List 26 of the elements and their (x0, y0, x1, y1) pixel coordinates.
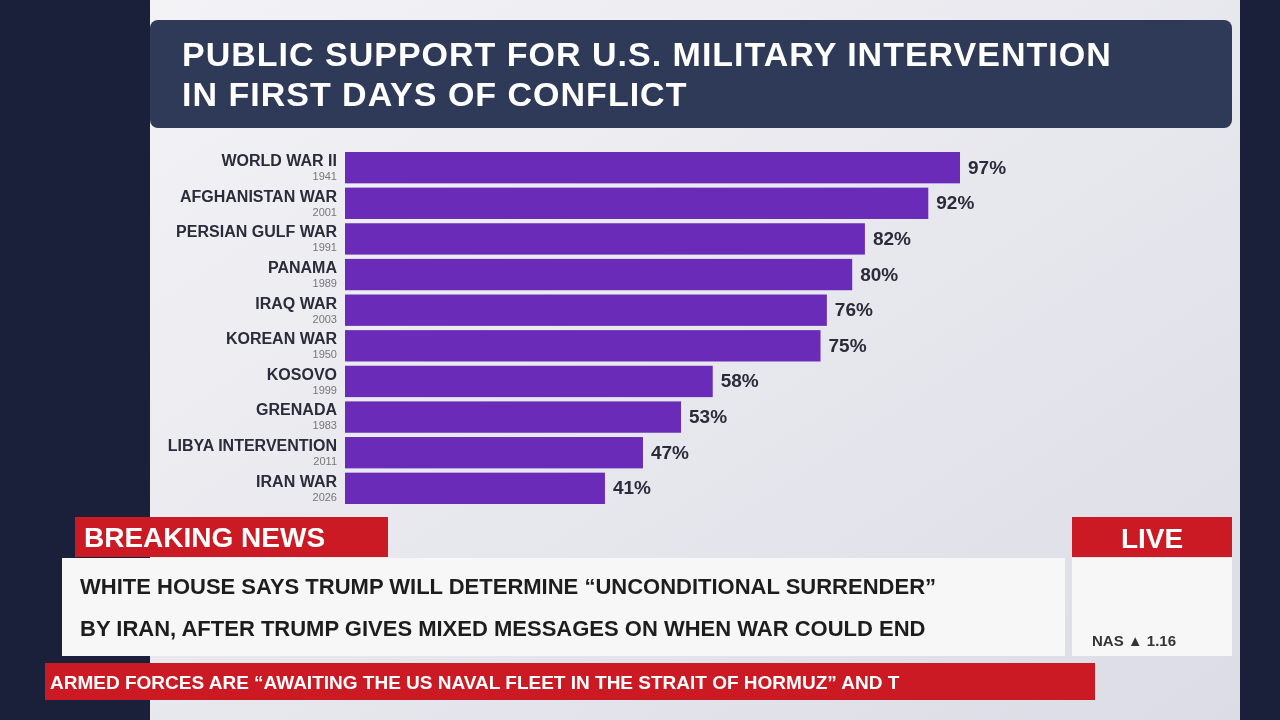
text: WHITE HOUSE SAYS TRUMP WILL DETERMINE “UNCONDITIONAL SURRENDER” BY IRAN, AFTER TRUMP GIVES MIXED MESSAGES ON WHEN WAR COULD END (80, 574, 937, 641)
text: ARMED FORCES ARE “AWAITING THE US NAVAL FLEET IN THE STRAIT OF HORMUZ” AND T (50, 672, 900, 693)
data-label: 97% (968, 156, 1007, 178)
y-tick-label: PANAMA 1989 (267, 258, 338, 289)
y-tick-label: KOSOVO 1999 (266, 365, 337, 396)
y-tick-label: KOREAN WAR 1950 (225, 330, 338, 361)
data-label: 76% (834, 299, 873, 321)
text: BREAKING NEWS (84, 522, 326, 553)
y-tick-label: AFGHANISTAN WAR 2001 (179, 187, 338, 218)
data-label: 80% (860, 263, 899, 285)
y-tick-label: PERSIAN GULF WAR 1991 (176, 223, 338, 254)
chart-title: PUBLIC SUPPORT FOR U.S. MILITARY INTERVENTION IN FIRST DAYS OF CONFLICT (182, 35, 1112, 113)
y-tick-label: IRAQ WAR 2003 (255, 294, 338, 325)
data-label: 47% (650, 441, 690, 463)
data-label: 41% (612, 477, 652, 499)
data-label: 92% (936, 192, 975, 214)
y-tick-label: IRAN WAR 2026 (256, 472, 338, 503)
text: NAS ▲ 1.16 (1092, 632, 1177, 649)
data-label: 75% (828, 334, 867, 356)
text: LIVE (1120, 523, 1184, 554)
y-tick-label: WORLD WAR II 1941 (221, 152, 337, 182)
y-tick-label: GRENADA 1983 (256, 401, 338, 432)
data-label: 82% (872, 227, 912, 249)
data-label: 58% (720, 370, 759, 392)
y-tick-label: LIBYA INTERVENTION 2011 (167, 437, 337, 468)
data-label: 53% (689, 406, 728, 428)
